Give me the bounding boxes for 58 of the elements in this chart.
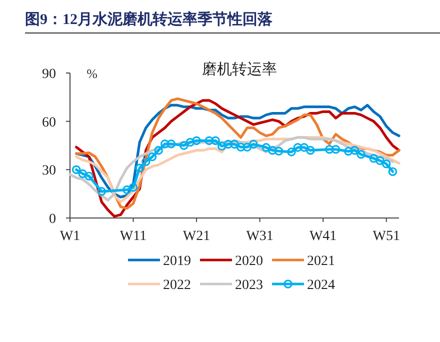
point bbox=[78, 169, 88, 178]
point bbox=[262, 143, 271, 152]
point bbox=[142, 157, 150, 166]
x-tick-label: W21 bbox=[182, 229, 210, 244]
point bbox=[242, 142, 252, 152]
legend-label: 2023 bbox=[235, 278, 263, 293]
chart-subtitle: 磨机转运率 bbox=[202, 61, 277, 78]
point bbox=[350, 146, 360, 155]
point bbox=[230, 140, 239, 149]
point bbox=[160, 139, 170, 148]
point bbox=[186, 138, 195, 147]
point bbox=[211, 136, 220, 146]
y-axis-title: % bbox=[86, 66, 98, 81]
point bbox=[268, 146, 277, 155]
point bbox=[204, 136, 214, 146]
point bbox=[128, 182, 138, 192]
point bbox=[166, 139, 176, 148]
point bbox=[331, 144, 340, 154]
point bbox=[388, 167, 398, 176]
point bbox=[72, 165, 81, 174]
point bbox=[293, 143, 302, 152]
point bbox=[274, 146, 284, 156]
point bbox=[325, 144, 334, 154]
point bbox=[135, 164, 144, 172]
point bbox=[97, 187, 106, 196]
point bbox=[122, 185, 132, 194]
point bbox=[287, 148, 296, 156]
point bbox=[369, 154, 378, 163]
point bbox=[382, 159, 391, 168]
point bbox=[224, 140, 233, 149]
legend-label: 2024 bbox=[307, 278, 335, 293]
x-tick-label: W1 bbox=[60, 229, 80, 244]
x-tick-label: W41 bbox=[309, 229, 337, 244]
y-tick-label: 90 bbox=[42, 67, 56, 82]
point bbox=[300, 143, 308, 152]
y-tick-label: 0 bbox=[49, 212, 56, 227]
x-tick-label: W11 bbox=[120, 229, 147, 244]
y-tick-label: 30 bbox=[42, 164, 56, 179]
point bbox=[249, 140, 258, 149]
point bbox=[376, 156, 384, 166]
legend-label: 2022 bbox=[163, 278, 191, 293]
point bbox=[84, 172, 94, 181]
point bbox=[192, 136, 201, 146]
legend-label: 2021 bbox=[307, 254, 335, 269]
point bbox=[356, 150, 366, 159]
legend-label: 2019 bbox=[163, 254, 191, 269]
x-tick-label: W31 bbox=[246, 229, 274, 244]
legend-label: 2020 bbox=[235, 254, 263, 269]
point bbox=[344, 146, 353, 156]
point bbox=[306, 146, 315, 155]
chart-title: 图9：12月水泥磨机转运率季节性回落 bbox=[25, 10, 274, 28]
point bbox=[236, 142, 246, 152]
x-tick-label: W51 bbox=[372, 229, 400, 244]
point bbox=[154, 146, 163, 155]
point bbox=[179, 141, 188, 150]
y-tick-label: 60 bbox=[42, 115, 56, 130]
point bbox=[148, 152, 157, 162]
point bbox=[217, 142, 226, 151]
